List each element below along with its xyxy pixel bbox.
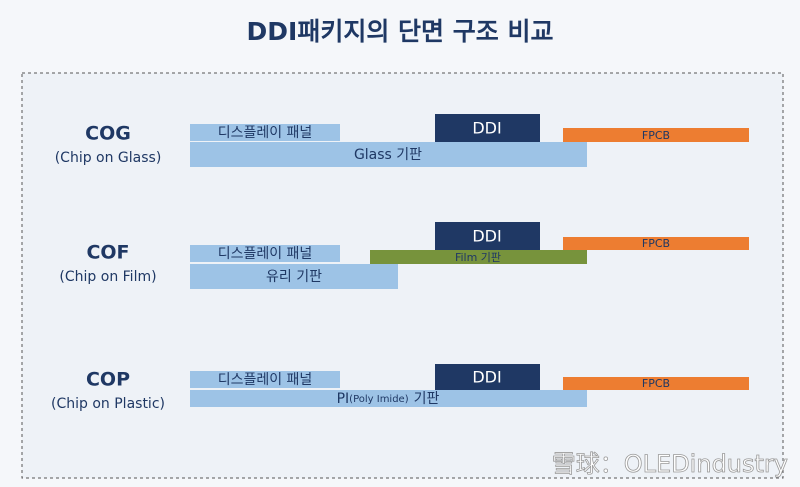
row-name: (Chip on Glass) <box>55 150 162 166</box>
substrate-label: PI(Poly Imide) 기판 <box>337 391 440 407</box>
chip <box>435 222 540 250</box>
fpcb <box>563 128 749 142</box>
fpcb <box>563 237 749 250</box>
panel-label: 디스플레이 패널 <box>218 372 313 388</box>
panel <box>190 371 340 388</box>
chip-label: DDI <box>472 368 501 387</box>
panel <box>190 245 340 262</box>
title: DDI패키지의 단면 구조 비교 <box>247 17 554 46</box>
fpcb-label: FPCB <box>642 237 670 250</box>
fpcb-label: FPCB <box>642 377 670 390</box>
substrate-label: 유리 기판 <box>266 269 322 285</box>
row-code: COG <box>85 123 131 145</box>
panel-label: 디스플레이 패널 <box>218 246 313 262</box>
film-label: Film 기판 <box>455 251 501 264</box>
substrate-note: (Poly Imide) <box>349 394 409 405</box>
substrate <box>190 264 398 289</box>
chip-label: DDI <box>472 119 501 138</box>
row-name: (Chip on Film) <box>59 269 156 285</box>
chip <box>435 114 540 142</box>
film <box>370 250 587 264</box>
fpcb <box>563 377 749 390</box>
fpcb-label: FPCB <box>642 129 670 142</box>
substrate <box>190 142 587 167</box>
substrate <box>190 390 587 407</box>
substrate-label: Glass 기판 <box>354 147 422 163</box>
row-name: (Chip on Plastic) <box>51 396 165 412</box>
panel-label: 디스플레이 패널 <box>218 125 313 141</box>
row-code: COF <box>86 242 129 264</box>
row-code: COP <box>86 369 130 391</box>
substrate-main: PI <box>337 391 350 407</box>
panel <box>190 124 340 141</box>
substrate-tail: 기판 <box>414 391 440 407</box>
chip <box>435 364 540 390</box>
chip-label: DDI <box>472 227 501 246</box>
watermark: 雪球：OLEDindustry <box>552 450 788 478</box>
